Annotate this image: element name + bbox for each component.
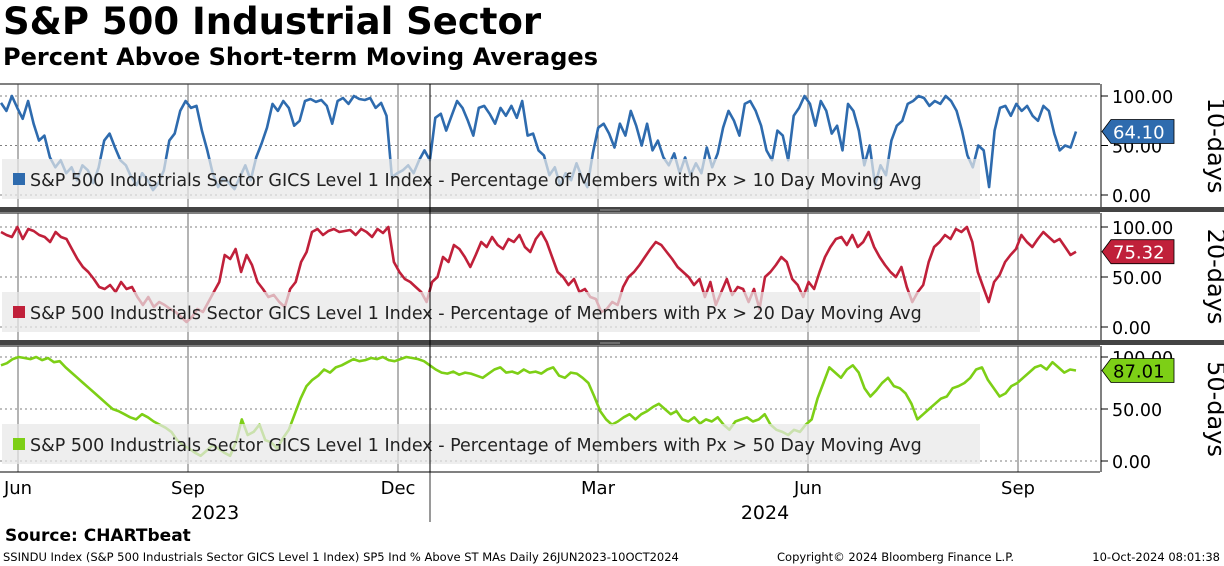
legend-label: S&P 500 Industrials Sector GICS Level 1 …: [30, 436, 922, 456]
last-value-tag: [1101, 119, 1175, 144]
legend-label: S&P 500 Industrials Sector GICS Level 1 …: [30, 304, 922, 324]
x-month-label: Sep: [171, 478, 205, 499]
legend-box: [2, 159, 980, 199]
panel-10-days: S&P 500 Industrials Sector GICS Level 1 …: [0, 83, 1224, 207]
x-year-label: 2024: [741, 502, 789, 524]
x-month-label: Jun: [3, 478, 32, 499]
legend-box: [2, 292, 980, 332]
legend-box: [2, 424, 980, 464]
last-value-tag: [1101, 358, 1175, 383]
footer-timestamp: 10-Oct-2024 08:01:38: [1092, 550, 1220, 564]
x-month-label: Dec: [381, 478, 416, 499]
x-month-label: Mar: [581, 478, 616, 499]
panel-20-days: S&P 500 Industrials Sector GICS Level 1 …: [0, 212, 1224, 340]
legend-label: S&P 500 Industrials Sector GICS Level 1 …: [30, 171, 922, 191]
legend-swatch: [13, 438, 25, 450]
panel-label: 10-days: [1202, 98, 1224, 194]
chart-subtitle: Percent Abvoe Short-term Moving Averages: [3, 43, 598, 71]
y-tick-label: 50.00: [1112, 269, 1162, 289]
x-month-label: Jun: [793, 478, 822, 499]
last-value-label: 75.32: [1113, 243, 1165, 264]
x-year-label: 2023: [191, 502, 239, 524]
footer-copyright: Copyright© 2024 Bloomberg Finance L.P.: [777, 550, 1014, 564]
panel-50-days: S&P 500 Industrials Sector GICS Level 1 …: [0, 345, 1224, 473]
last-value-tag: [1101, 239, 1175, 265]
y-tick-label: 100.00: [1112, 88, 1173, 108]
footer-description: SSINDU Index (S&P 500 Industrials Sector…: [3, 550, 679, 564]
y-tick-label: 0.00: [1112, 453, 1151, 473]
source-note: Source: CHARTbeat: [5, 526, 191, 546]
x-month-label: Sep: [1001, 478, 1035, 499]
legend-swatch: [13, 173, 25, 185]
y-tick-label: 100.00: [1112, 219, 1173, 239]
last-value-label: 87.01: [1113, 362, 1165, 383]
panel-label: 20-days: [1202, 229, 1224, 325]
y-tick-label: 0.00: [1112, 319, 1151, 339]
y-tick-label: 50.00: [1112, 401, 1162, 421]
last-value-label: 64.10: [1113, 123, 1165, 144]
legend-swatch: [13, 306, 25, 318]
chart-title: S&P 500 Industrial Sector: [3, 0, 542, 43]
y-tick-label: 0.00: [1112, 187, 1151, 207]
panel-label: 50-days: [1202, 361, 1224, 457]
series-line: [0, 94, 1078, 192]
